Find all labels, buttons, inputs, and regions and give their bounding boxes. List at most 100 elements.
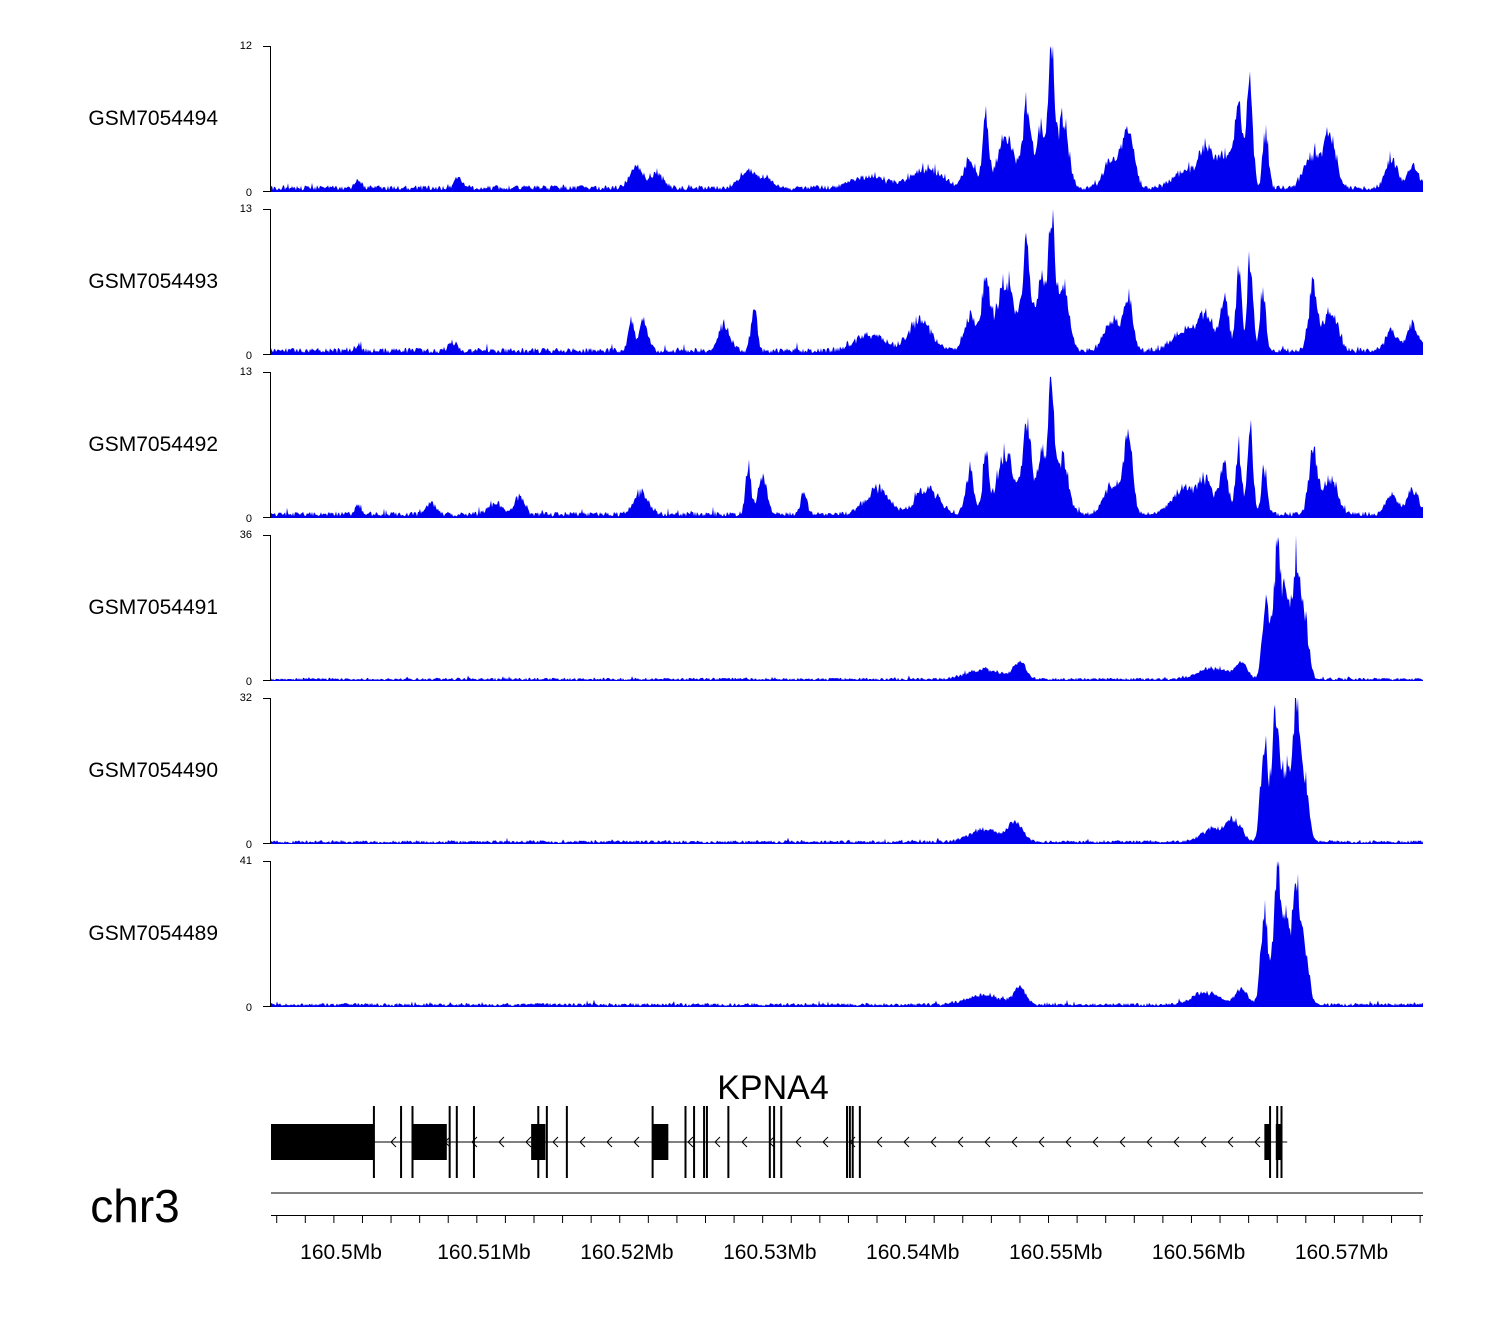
y-max-label: 13 [240, 203, 252, 215]
x-tick-label: 160.56Mb [1152, 1241, 1245, 1264]
track-GSM7054491: GSM7054491 36 0 [88, 529, 1423, 688]
strand-arrow [1038, 1136, 1045, 1148]
gene-exon-tick [545, 1106, 548, 1178]
gene-exon-tick [651, 1106, 654, 1178]
gene-exon-tick [727, 1106, 730, 1178]
y-min-label: 0 [246, 839, 252, 851]
x-tick-label: 160.54Mb [866, 1241, 959, 1264]
gene-exon-tick [851, 1106, 854, 1178]
gene-exon-block [1275, 1124, 1282, 1160]
y-max-label: 12 [240, 40, 252, 52]
gene-exon-tick [1276, 1106, 1279, 1178]
track-label: GSM7054494 [88, 107, 218, 130]
track-label: GSM7054489 [88, 922, 218, 945]
x-tick-label: 160.53Mb [723, 1241, 816, 1264]
gene-exon-tick [705, 1106, 708, 1178]
y-min-label: 0 [246, 513, 252, 525]
strand-arrow [957, 1136, 964, 1148]
gene-exon-tick [693, 1106, 696, 1178]
y-max-label: 13 [240, 366, 252, 378]
gene-exon-tick [780, 1106, 783, 1178]
coverage-area [271, 209, 1423, 355]
track-label: GSM7054490 [88, 759, 218, 782]
track-label: GSM7054493 [88, 270, 218, 293]
strand-arrow [1011, 1136, 1018, 1148]
gene-name-label: KPNA4 [717, 1069, 829, 1107]
strand-arrow [579, 1136, 586, 1148]
x-tick-label: 160.5Mb [300, 1241, 382, 1264]
coverage-area [271, 861, 1423, 1007]
track-GSM7054493: GSM7054493 13 0 [88, 203, 1423, 362]
gene-exon-tick [846, 1106, 848, 1178]
gene-exon-tick [1280, 1106, 1283, 1178]
gene-exon-block [652, 1124, 669, 1160]
gene-exon-tick [858, 1106, 861, 1178]
track-GSM7054490: GSM7054490 32 0 [88, 692, 1423, 851]
strand-arrow [714, 1136, 721, 1148]
gene-model-track [271, 1106, 1288, 1178]
strand-arrow [1065, 1136, 1072, 1148]
gene-exon-tick [684, 1106, 687, 1178]
chromosome-label: chr3 [90, 1180, 179, 1232]
gene-exon-tick [537, 1106, 540, 1178]
gene-exon-tick [448, 1106, 451, 1178]
coverage-area [271, 698, 1423, 844]
strand-arrow [1254, 1136, 1261, 1148]
genomic-axis: 160.5Mb 160.51Mb 160.52Mb 160.53Mb 160.54Mb 1… [271, 1192, 1423, 1264]
gene-exon-block [1264, 1124, 1271, 1160]
strand-arrow [984, 1136, 991, 1148]
strand-arrow [525, 1136, 532, 1148]
gene-exon-tick [773, 1106, 776, 1178]
x-tick-label: 160.55Mb [1009, 1241, 1102, 1264]
coverage-tracks: GSM7054494120GSM7054493130GSM7054492130G… [88, 40, 1423, 1014]
gene-exon-tick [472, 1106, 475, 1178]
y-max-label: 41 [240, 855, 252, 867]
gene-exon-tick [411, 1106, 414, 1178]
strand-arrow [903, 1136, 910, 1148]
strand-arrow [822, 1136, 829, 1148]
strand-arrow [606, 1136, 613, 1148]
strand-arrow [633, 1136, 640, 1148]
gene-exon-tick [768, 1106, 771, 1178]
y-min-label: 0 [246, 350, 252, 362]
strand-arrow [471, 1136, 478, 1148]
strand-arrow [1119, 1136, 1126, 1148]
strand-arrow [1227, 1136, 1234, 1148]
coverage-area [271, 376, 1423, 518]
track-GSM7054489: GSM7054489 41 0 [88, 855, 1423, 1014]
track-label: GSM7054491 [88, 596, 218, 619]
track-label: GSM7054492 [88, 433, 218, 456]
y-max-label: 32 [240, 692, 252, 704]
strand-arrow [795, 1136, 802, 1148]
track-GSM7054492: GSM7054492 13 0 [88, 366, 1423, 525]
track-GSM7054494: GSM7054494 12 0 [88, 40, 1423, 199]
coverage-area [271, 535, 1423, 681]
x-tick-label: 160.51Mb [437, 1241, 530, 1264]
strand-arrow [390, 1136, 397, 1148]
strand-arrow [930, 1136, 937, 1148]
x-tick-label: 160.57Mb [1295, 1241, 1388, 1264]
y-min-label: 0 [246, 1002, 252, 1014]
coverage-area [271, 46, 1423, 192]
gene-exon-tick [703, 1106, 706, 1178]
strand-arrow [741, 1136, 748, 1148]
gene-exon-block [271, 1124, 374, 1160]
strand-arrow [498, 1136, 505, 1148]
gene-exon-tick [848, 1106, 851, 1178]
strand-arrow [1173, 1136, 1180, 1148]
gene-exon-tick [372, 1106, 375, 1178]
strand-arrow [1092, 1136, 1099, 1148]
gene-exon-tick [455, 1106, 458, 1178]
gene-exon-tick [400, 1106, 403, 1178]
y-min-label: 0 [246, 676, 252, 688]
strand-arrow [552, 1136, 559, 1148]
strand-arrow [687, 1136, 694, 1148]
strand-arrow [1200, 1136, 1207, 1148]
strand-arrow [1146, 1136, 1153, 1148]
gene-exon-tick [1269, 1106, 1272, 1178]
gene-exon-tick [565, 1106, 568, 1178]
strand-arrow [876, 1136, 883, 1148]
y-max-label: 36 [240, 529, 252, 541]
x-tick-label: 160.52Mb [580, 1241, 673, 1264]
